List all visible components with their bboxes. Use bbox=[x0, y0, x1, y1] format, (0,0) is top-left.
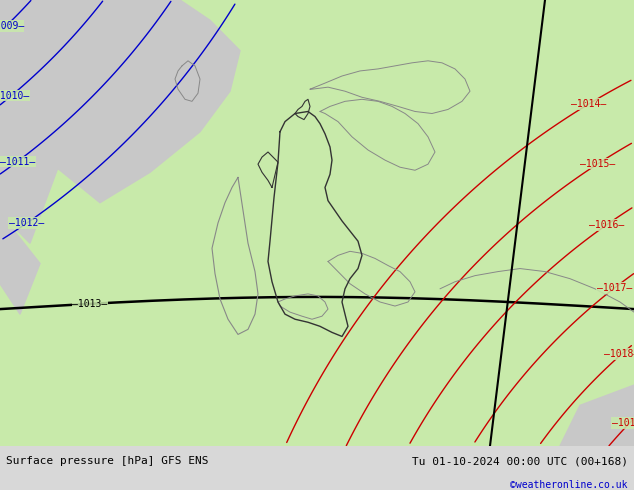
Text: —1014—: —1014— bbox=[571, 99, 607, 109]
Text: —1015—: —1015— bbox=[580, 159, 616, 169]
Text: —1019—: —1019— bbox=[612, 418, 634, 428]
Text: —1011—: —1011— bbox=[0, 156, 35, 167]
Polygon shape bbox=[0, 213, 40, 314]
Text: —1017—: —1017— bbox=[597, 283, 632, 293]
Text: —1010—: —1010— bbox=[0, 91, 29, 100]
Text: —1013—: —1013— bbox=[72, 299, 108, 309]
Polygon shape bbox=[560, 385, 634, 446]
Polygon shape bbox=[0, 101, 60, 243]
Text: —1009—: —1009— bbox=[0, 21, 23, 31]
Polygon shape bbox=[0, 0, 634, 446]
Text: ©weatheronline.co.uk: ©weatheronline.co.uk bbox=[510, 480, 628, 490]
Text: Surface pressure [hPa] GFS ENS: Surface pressure [hPa] GFS ENS bbox=[6, 456, 209, 466]
Text: Tu 01-10-2024 00:00 UTC (00+168): Tu 01-10-2024 00:00 UTC (00+168) bbox=[411, 456, 628, 466]
Text: —1016—: —1016— bbox=[588, 220, 624, 230]
Polygon shape bbox=[0, 0, 240, 203]
Text: —1018—: —1018— bbox=[604, 349, 634, 359]
Text: —1012—: —1012— bbox=[9, 218, 44, 228]
